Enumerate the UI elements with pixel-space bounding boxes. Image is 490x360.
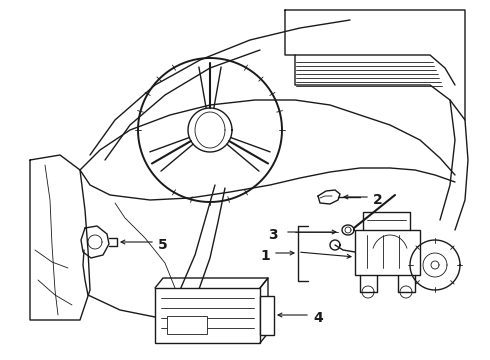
Text: 3: 3 (268, 228, 278, 242)
Bar (167, 316, 207, 334)
Bar (155, 288, 260, 343)
Text: 4: 4 (313, 311, 323, 325)
Bar (355, 230, 420, 275)
Bar (260, 296, 274, 335)
Text: 2: 2 (373, 193, 383, 207)
Text: 1: 1 (260, 249, 270, 263)
Text: 5: 5 (158, 238, 168, 252)
